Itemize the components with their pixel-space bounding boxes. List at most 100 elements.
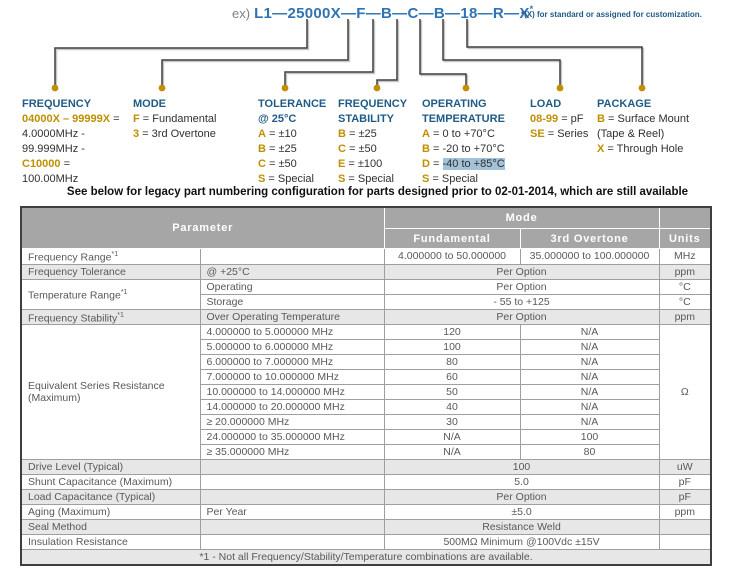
category-heading: FREQUENCY — [22, 98, 92, 110]
table-cell: 80 — [519, 444, 660, 460]
part-number: L1—25000X—F—B—C—B—18—R—X* — [254, 4, 534, 22]
table-cell: N/A — [519, 399, 660, 415]
table-cell: 30 — [383, 414, 521, 430]
table-row: Load Capacitance (Typical) Per Option pF — [20, 489, 712, 505]
table-cell: 50 — [383, 384, 521, 400]
customization-note: *(X) for standard or assigned for custom… — [521, 10, 702, 19]
category-option: D = -40 to +85°C — [422, 157, 505, 172]
category-option: (Tape & Reel) — [597, 127, 689, 142]
table-cell: Per Year — [199, 504, 385, 520]
category-option: C10000 = — [22, 157, 120, 172]
category-option: B = Surface Mount — [597, 112, 689, 127]
legacy-note: See below for legacy part numbering conf… — [66, 186, 689, 198]
table-cell: @ +25°C — [199, 263, 385, 280]
table-cell: *1 - Not all Frequency/Stability/Tempera… — [20, 549, 712, 566]
option-text: C — [258, 158, 266, 170]
category-option: S = Special — [422, 172, 505, 187]
example-prefix: ex) — [232, 6, 251, 21]
category-tolerance: TOLERANCE @ 25°C A = ±10 B = ±25 C = ±50 S = … — [258, 97, 326, 187]
table-cell: 60 — [383, 369, 521, 385]
table-row: *1 - Not all Frequency/Stability/Tempera… — [20, 549, 712, 566]
table-row: Insulation Resistance 500MΩ Minimum @100V… — [20, 534, 712, 550]
option-text: = ±50 — [345, 143, 377, 155]
category-heading: LOAD — [530, 98, 562, 110]
table-cell: N/A — [519, 324, 660, 340]
table-cell: Over Operating Temperature — [199, 308, 385, 325]
option-text: 3 — [133, 128, 140, 140]
category-heading: STABILITY — [338, 113, 395, 125]
table-cell: Operating — [199, 278, 385, 295]
table-cell: 5.0 — [383, 474, 660, 490]
table-cell: Per Option — [383, 489, 660, 505]
table-cell: MHz — [658, 248, 712, 265]
option-text: = ±50 — [265, 158, 297, 170]
option-text: = Fundamental — [139, 113, 217, 125]
table-cell: Resistance Weld — [383, 519, 660, 535]
table-cell — [199, 474, 385, 490]
category-option: E = ±100 — [338, 157, 407, 172]
table-cell — [199, 519, 385, 535]
category-option: C = ±50 — [258, 157, 326, 172]
table-cell: 4.000000 to 50.000000 — [383, 248, 521, 265]
table-cell: N/A — [519, 384, 660, 400]
header-empty — [658, 206, 712, 229]
option-text: = — [60, 158, 71, 170]
part-number-connector-tree — [51, 19, 646, 92]
option-text: C — [338, 143, 346, 155]
table-cell: Per Option — [383, 308, 660, 325]
category-option: C = ±50 — [338, 142, 407, 157]
category-option: A = 0 to +70°C — [422, 127, 505, 142]
table-cell: N/A — [519, 339, 660, 355]
table-row: Aging (Maximum) Per Year ±5.0 ppm — [20, 504, 712, 520]
option-text: 99.999MHz - — [22, 143, 85, 155]
table-cell: 80 — [383, 354, 521, 370]
category-heading: FREQUENCY — [338, 98, 408, 110]
table-cell: 35.000000 to 100.000000 — [519, 248, 660, 265]
table-cell: Ω — [658, 324, 712, 460]
table-row: Frequency Range*1 4.000000 to 50.000000 35… — [20, 248, 712, 265]
category-mode: MODE F = Fundamental 3 = 3rd Overtone — [133, 97, 216, 142]
table-cell: N/A — [383, 429, 521, 445]
part-number-star: * — [529, 4, 534, 14]
option-text: = — [429, 158, 443, 170]
option-text: S — [338, 173, 346, 185]
option-text: 04000X – 99999X — [22, 113, 111, 125]
table-cell: ppm — [658, 263, 712, 280]
table-cell: Equivalent Series Resistance (Maximum) — [20, 324, 201, 460]
header-parameter: Parameter — [20, 206, 385, 249]
category-option: S = Special — [258, 172, 326, 187]
category-heading: @ 25°C — [258, 113, 297, 125]
option-text: = ±25 — [345, 128, 377, 140]
footnote-marker: *1 — [120, 288, 128, 296]
category-heading: PACKAGE — [597, 98, 652, 110]
option-text: = Special — [429, 173, 478, 185]
option-text: X — [597, 143, 605, 155]
option-text: = Special — [345, 173, 394, 185]
table-cell: 14.000000 to 20.000000 MHz — [199, 399, 385, 415]
category-option: SE = Series — [530, 127, 588, 142]
option-text: (Tape & Reel) — [597, 128, 665, 140]
table-cell: ±5.0 — [383, 504, 660, 520]
category-heading: TOLERANCE — [258, 98, 327, 110]
category-option: B = ±25 — [338, 127, 407, 142]
table-cell: Per Option — [383, 263, 660, 280]
table-row: Temperature Range*1 Operating Per Option °C — [20, 278, 712, 310]
category-option: 04000X – 99999X = — [22, 112, 120, 127]
option-text: S — [258, 173, 266, 185]
table-cell: Load Capacitance (Typical) — [20, 489, 201, 505]
table-cell: pF — [658, 489, 712, 505]
table-cell — [658, 534, 712, 550]
table-row: 14.000000 to 20.000000 MHz 40 N/A — [21, 399, 711, 415]
category-operating-temperature: OPERATING TEMPERATURE A = 0 to +70°C B = -2… — [422, 97, 505, 187]
option-text: F — [133, 113, 140, 125]
option-text: = Series — [544, 128, 589, 140]
option-text: B — [597, 113, 605, 125]
table-cell: 4.000000 to 5.000000 MHz — [199, 324, 385, 340]
header-units: Units — [658, 228, 712, 249]
table-cell: Insulation Resistance — [20, 534, 201, 550]
category-package: PACKAGE B = Surface Mount (Tape & Reel) X =… — [597, 97, 689, 157]
option-text: E — [338, 158, 346, 170]
table-cell: ≥ 35.000000 MHz — [199, 444, 385, 460]
option-text: 4.0000MHz - — [22, 128, 85, 140]
